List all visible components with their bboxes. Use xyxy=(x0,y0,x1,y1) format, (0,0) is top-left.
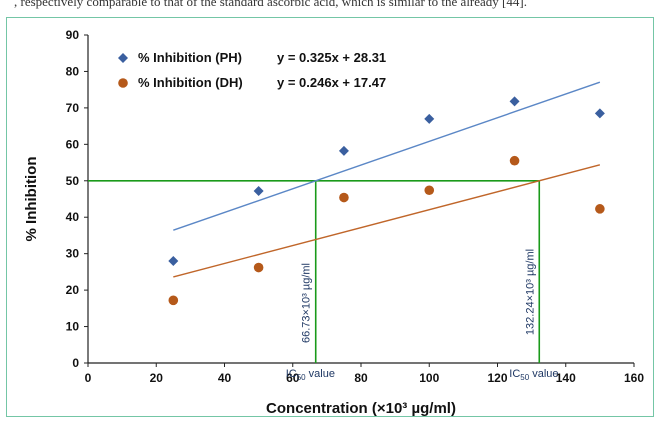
ic50-guide-lines xyxy=(88,179,541,363)
data-point-circle xyxy=(424,185,435,196)
data-point-circle xyxy=(339,192,349,203)
data-point-circle xyxy=(509,155,520,166)
top-body-text: , respectively comparable to that of the… xyxy=(14,0,527,9)
data-point-circle xyxy=(168,295,179,306)
x-tick-label: 160 xyxy=(624,371,644,385)
x-axis-title: Concentration (×10³ µg/ml) xyxy=(266,400,456,417)
data-point-diamond xyxy=(168,255,179,266)
y-tick-label: 70 xyxy=(66,101,80,115)
trend-line xyxy=(173,81,601,231)
y-tick-label: 50 xyxy=(66,174,80,188)
y-tick-label: 20 xyxy=(66,283,80,297)
x-tick-label: 40 xyxy=(218,371,232,385)
y-tick-label: 0 xyxy=(72,356,79,370)
trend-lines xyxy=(173,81,601,278)
legend-equation: y = 0.246x + 17.47 xyxy=(277,75,386,90)
figure-frame xyxy=(6,17,654,417)
data-points xyxy=(168,96,605,306)
legend-series-name: % Inhibition (DH) xyxy=(138,75,243,90)
data-point-diamond xyxy=(253,185,264,196)
y-tick-label: 60 xyxy=(66,137,80,151)
y-axis-title: % Inhibition xyxy=(23,157,40,242)
y-tick-label: 40 xyxy=(66,210,80,224)
x-tick-label: 80 xyxy=(354,371,368,385)
ic50-value-label: 66.73×10³ µg/ml xyxy=(301,263,313,343)
data-point-diamond xyxy=(338,145,349,156)
x-tick-label: 120 xyxy=(487,371,507,385)
ic50-caption: IC50 value xyxy=(286,368,335,382)
x-tick-label: 20 xyxy=(150,371,164,385)
legend: % Inhibition (PH) y = 0.325x + 28.31 % Inh… xyxy=(118,50,386,90)
data-point-circle xyxy=(253,262,264,273)
y-tick-label: 90 xyxy=(66,28,80,42)
data-point-diamond xyxy=(509,96,520,107)
trend-line xyxy=(173,164,601,278)
top-text-strip: , respectively comparable to that of the… xyxy=(0,0,659,14)
x-tick-label: 140 xyxy=(556,371,576,385)
y-ticks: 0 10 20 30 40 50 60 70 80 90 xyxy=(66,28,88,370)
x-ticks: 0 20 40 60 80 100 120 140 160 xyxy=(85,363,644,385)
ic50-value-label: 132.24×10³ µg/ml xyxy=(524,249,536,335)
data-point-diamond xyxy=(424,113,435,124)
x-tick-label: 0 xyxy=(85,371,92,385)
y-tick-label: 30 xyxy=(66,247,80,261)
x-tick-label: 100 xyxy=(419,371,439,385)
data-point-diamond xyxy=(594,108,605,119)
ic50-caption: IC50 value xyxy=(509,368,558,382)
y-tick-label: 10 xyxy=(66,320,80,334)
legend-equation: y = 0.325x + 28.31 xyxy=(277,50,386,65)
legend-marker-diamond xyxy=(118,53,128,63)
ic50-annotations: 66.73×10³ µg/ml IC50 value 132.24×10³ µg/m… xyxy=(286,249,559,382)
y-tick-label: 80 xyxy=(66,64,80,78)
data-point-circle xyxy=(595,204,605,214)
legend-series-name: % Inhibition (PH) xyxy=(138,50,242,65)
legend-marker-circle xyxy=(118,78,128,88)
x-tick-label: 60 xyxy=(286,371,300,385)
